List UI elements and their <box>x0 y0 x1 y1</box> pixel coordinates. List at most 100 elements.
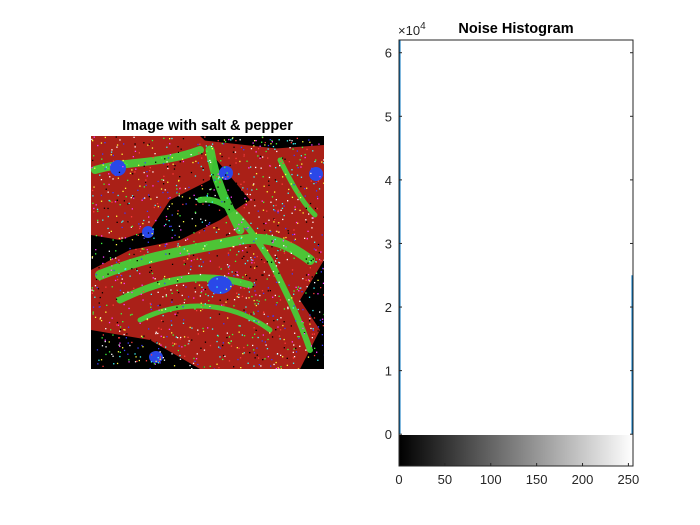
noise-pixel <box>143 335 145 337</box>
noise-pixel <box>317 293 319 295</box>
noise-pixel <box>311 227 313 229</box>
chart-title: Noise Histogram <box>458 21 573 37</box>
noise-pixel <box>95 235 98 237</box>
noise-pixel <box>167 163 169 165</box>
noise-pixel <box>281 207 284 209</box>
noise-pixel <box>304 237 306 239</box>
noise-pixel <box>290 252 292 254</box>
noise-pixel <box>290 183 292 185</box>
noise-pixel <box>95 253 97 255</box>
noise-pixel <box>297 336 299 338</box>
noise-pixel <box>245 297 247 299</box>
noise-pixel <box>280 249 282 251</box>
noise-pixel <box>262 274 264 276</box>
noise-pixel <box>127 342 129 344</box>
noise-pixel <box>209 260 211 262</box>
noise-pixel <box>235 162 237 164</box>
noise-pixel <box>127 326 130 328</box>
noise-pixel <box>201 188 204 190</box>
noise-pixel <box>142 290 145 293</box>
noise-pixel <box>256 354 258 356</box>
noise-pixel <box>262 292 265 295</box>
noise-pixel <box>102 153 104 155</box>
noise-pixel <box>119 342 121 344</box>
noise-pixel <box>139 239 141 241</box>
noise-pixel <box>294 208 296 211</box>
noise-pixel <box>116 324 118 326</box>
noise-pixel <box>167 157 170 159</box>
noise-pixel <box>200 265 203 268</box>
noise-pixel <box>318 188 321 190</box>
noise-pixel <box>319 319 321 321</box>
noise-pixel <box>180 276 183 278</box>
noise-pixel <box>304 360 306 362</box>
noise-pixel <box>241 295 244 298</box>
noise-pixel <box>211 201 213 203</box>
noise-pixel <box>157 281 159 284</box>
noise-pixel <box>177 210 179 212</box>
noise-pixel <box>250 166 252 168</box>
noise-pixel <box>111 258 113 260</box>
noise-pixel <box>204 219 207 222</box>
noise-pixel <box>168 253 171 255</box>
noise-pixel <box>127 221 129 223</box>
noise-pixel <box>246 228 248 230</box>
noise-pixel <box>204 288 206 291</box>
noise-pixel <box>123 329 125 331</box>
noise-pixel <box>92 290 95 292</box>
noise-pixel <box>255 320 257 322</box>
noise-pixel <box>254 290 256 292</box>
noise-pixel <box>250 148 253 150</box>
noise-pixel <box>149 302 151 305</box>
noise-pixel <box>175 184 178 187</box>
noise-pixel <box>308 280 311 282</box>
noise-pixel <box>269 332 271 334</box>
noise-pixel <box>271 139 273 142</box>
noise-pixel <box>276 180 278 183</box>
noise-pixel <box>131 195 134 197</box>
noise-pixel <box>99 174 101 176</box>
noise-pixel <box>234 151 237 153</box>
noise-pixel <box>133 253 135 256</box>
noise-pixel <box>165 253 167 255</box>
noise-pixel <box>309 314 311 316</box>
noise-pixel <box>179 187 181 190</box>
noise-pixel <box>157 305 159 307</box>
noise-pixel <box>168 205 170 208</box>
noise-pixel <box>323 162 324 164</box>
noise-pixel <box>118 262 120 264</box>
noise-pixel <box>148 221 150 223</box>
noise-pixel <box>171 203 173 205</box>
noise-pixel <box>104 261 106 263</box>
noise-pixel <box>160 335 162 337</box>
noise-pixel <box>136 260 138 262</box>
noise-pixel <box>320 251 322 253</box>
noise-pixel <box>216 278 218 280</box>
noise-pixel <box>154 278 156 280</box>
noise-pixel <box>143 171 145 174</box>
noise-pixel <box>209 188 211 191</box>
noise-pixel <box>130 226 132 228</box>
noise-pixel <box>112 304 114 306</box>
noise-pixel <box>135 268 137 270</box>
x-tick-label: 200 <box>572 472 594 487</box>
noise-pixel <box>200 218 202 220</box>
noise-pixel <box>189 326 191 329</box>
noise-pixel <box>317 197 319 200</box>
noise-pixel <box>97 219 99 221</box>
noise-pixel <box>156 203 159 205</box>
noise-pixel <box>165 295 167 297</box>
noise-pixel <box>178 180 180 182</box>
noise-pixel <box>311 144 313 146</box>
noise-pixel <box>293 293 295 295</box>
noise-pixel <box>209 306 211 309</box>
noise-pixel <box>113 269 115 272</box>
noise-pixel <box>199 143 201 145</box>
noise-pixel <box>186 238 189 240</box>
noise-pixel <box>193 297 195 299</box>
noise-pixel <box>163 336 165 338</box>
noise-pixel <box>267 315 269 318</box>
noise-pixel <box>210 188 212 190</box>
noise-pixel <box>251 262 253 264</box>
noise-pixel <box>201 185 203 187</box>
